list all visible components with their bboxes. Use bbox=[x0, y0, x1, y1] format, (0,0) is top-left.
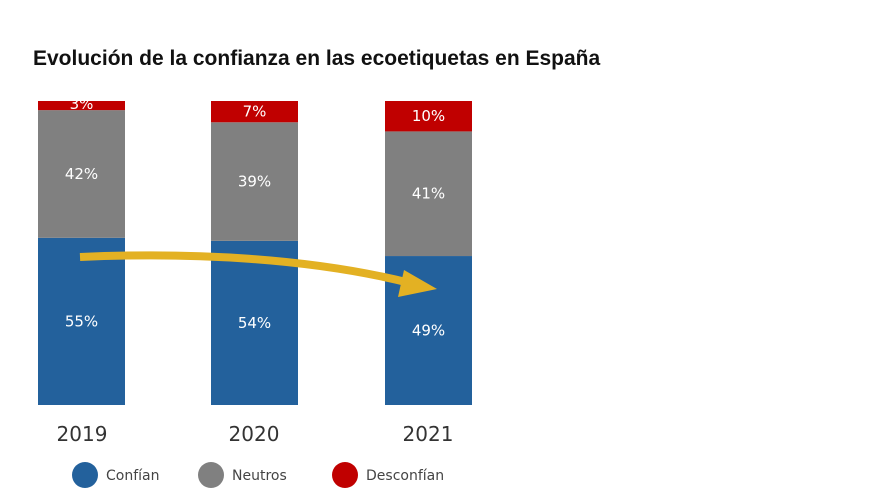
x-tick-label: 2020 bbox=[229, 422, 280, 446]
data-label: 3% bbox=[70, 95, 94, 113]
trend-arrow bbox=[79, 251, 411, 287]
legend-item-neutros: Neutros bbox=[198, 462, 287, 488]
legend-label: Confían bbox=[106, 468, 159, 484]
data-label: 41% bbox=[412, 185, 445, 203]
bar-segment-neutros-2019 bbox=[38, 110, 125, 238]
legend-item-desconfían: Desconfían bbox=[332, 462, 444, 488]
bar-segment-desconfían-2019 bbox=[38, 101, 125, 111]
bar-segment-neutros-2021 bbox=[385, 131, 472, 257]
bar-segment-neutros-2020 bbox=[211, 122, 298, 241]
legend-label: Neutros bbox=[232, 468, 287, 484]
data-label: 54% bbox=[238, 314, 271, 332]
legend-label: Desconfían bbox=[366, 468, 444, 484]
data-label: 39% bbox=[238, 173, 271, 191]
data-label: 7% bbox=[243, 103, 267, 121]
data-label: 10% bbox=[412, 107, 445, 125]
chart-title: Evolución de la confianza en las ecoetiq… bbox=[33, 47, 601, 70]
legend-swatch bbox=[72, 462, 98, 488]
bar-segment-desconfían-2020 bbox=[211, 101, 298, 123]
data-label: 42% bbox=[65, 165, 98, 183]
data-label: 49% bbox=[412, 322, 445, 340]
bar-segment-confían-2020 bbox=[211, 240, 298, 405]
legend-swatch bbox=[198, 462, 224, 488]
legend-item-confían: Confían bbox=[72, 462, 159, 488]
arrow-head-icon bbox=[398, 270, 437, 297]
bar-segment-confían-2019 bbox=[38, 237, 125, 405]
x-tick-label: 2019 bbox=[57, 422, 108, 446]
bar-segment-desconfían-2021 bbox=[385, 101, 472, 132]
data-label: 55% bbox=[65, 312, 98, 330]
x-tick-label: 2021 bbox=[403, 422, 454, 446]
legend-swatch bbox=[332, 462, 358, 488]
